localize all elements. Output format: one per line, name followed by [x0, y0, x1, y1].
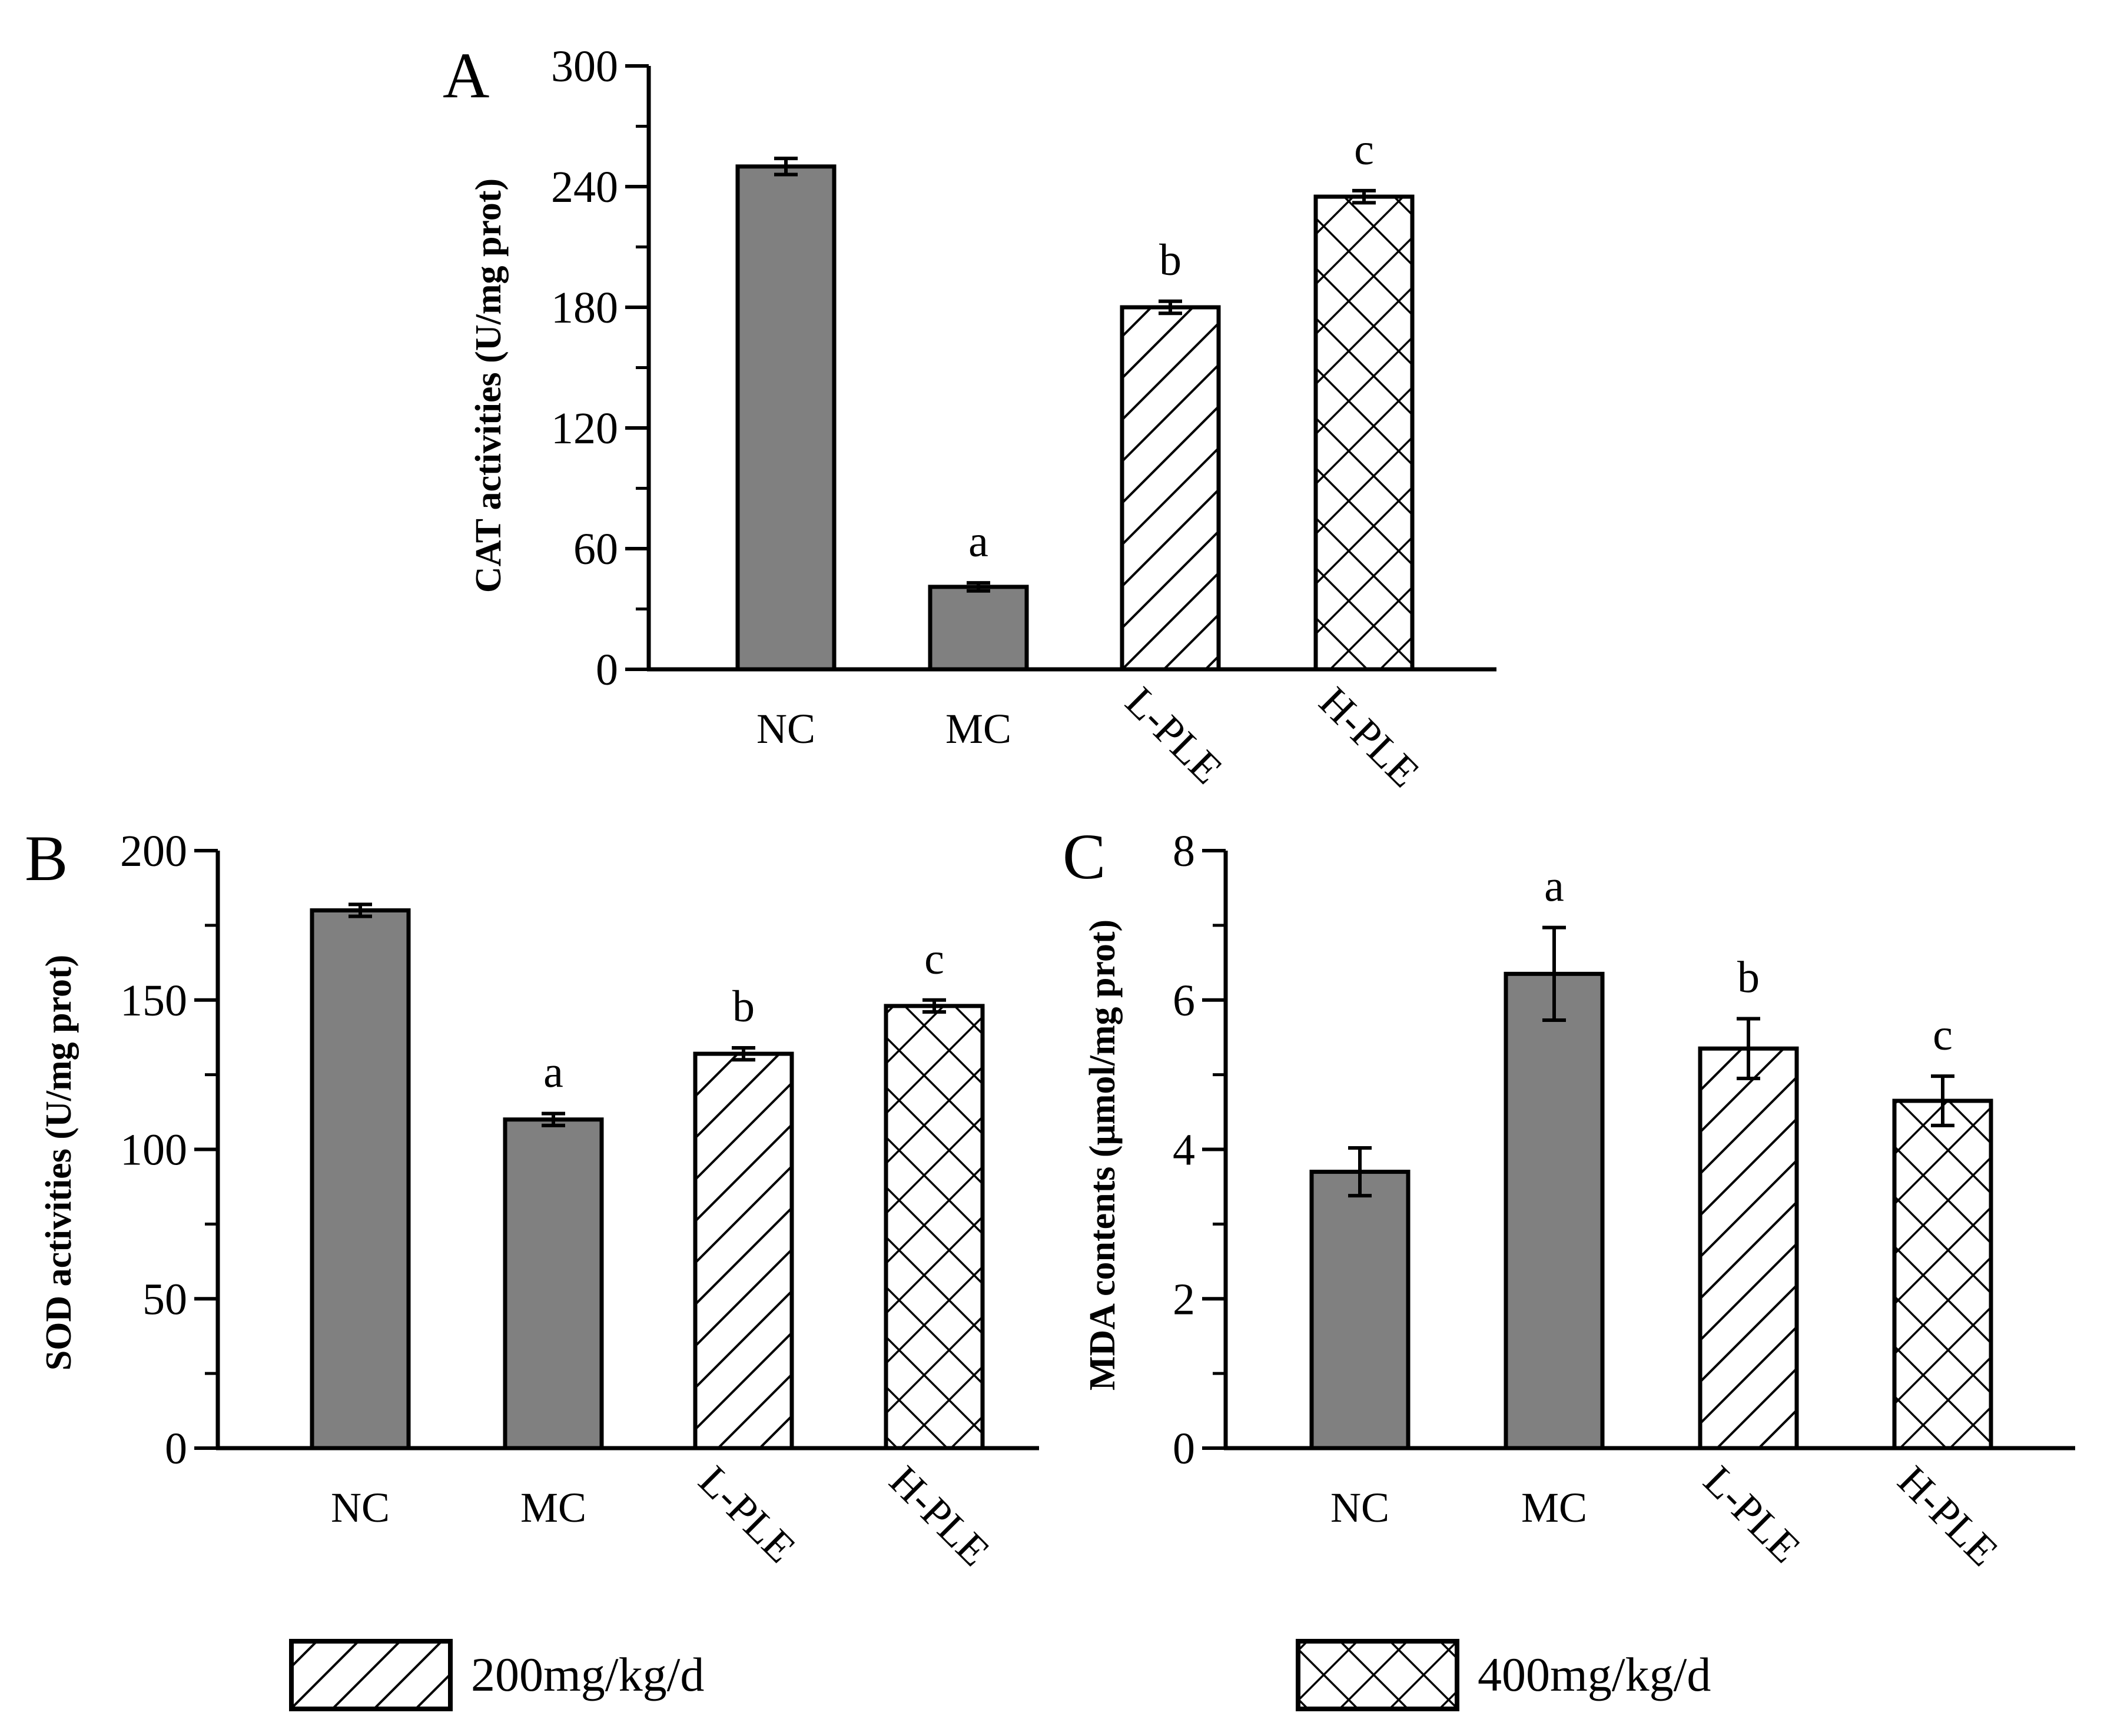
y-tick-label-a: 180: [551, 283, 618, 333]
significance-letter-a: a: [968, 517, 988, 566]
panel-b-plot: 0 50 100 150 200 NC a MC b L-PLE c H-PLE: [120, 826, 1039, 1575]
x-tick-label-c: MC: [1521, 1484, 1587, 1531]
significance-letter-c: b: [1737, 952, 1760, 1002]
y-tick-label-a: 120: [551, 404, 618, 453]
y-tick-label-c: 6: [1173, 976, 1195, 1025]
bar-a-nc: [735, 164, 837, 672]
legend-label-200: 200mg/kg/d: [471, 1648, 704, 1701]
bar-a-mc: [928, 585, 1029, 672]
y-tick-label-a: 60: [573, 525, 618, 574]
legend-swatch-cross: [1296, 1639, 1459, 1711]
x-tick-label-c: NC: [1330, 1484, 1389, 1531]
bar-c-mc: [1504, 971, 1605, 1450]
y-tick-label-b: 200: [120, 826, 187, 876]
bar-b-mc: [503, 1117, 604, 1450]
significance-letter-b: c: [924, 934, 944, 984]
significance-letter-c: c: [1933, 1010, 1953, 1060]
x-tick-label-c: L-PLE: [1695, 1457, 1810, 1572]
legend-swatch-hatch: [289, 1639, 453, 1711]
y-tick-label-b: 0: [165, 1424, 187, 1473]
y-tick-label-b: 50: [142, 1274, 187, 1324]
panel-label-c: C: [1063, 821, 1106, 892]
significance-letter-c: a: [1544, 862, 1564, 911]
legend-label-400: 400mg/kg/d: [1478, 1648, 1711, 1701]
x-tick-label-a: NC: [756, 705, 815, 752]
bar-b-l-ple: [693, 1051, 794, 1450]
panel-label-a: A: [443, 39, 489, 111]
x-tick-label-b: MC: [520, 1484, 586, 1531]
bar-c-h-ple: [1892, 1098, 1993, 1450]
bar-b-h-ple: [884, 1004, 985, 1450]
significance-letter-a: c: [1354, 125, 1374, 174]
significance-letter-b: b: [732, 982, 755, 1031]
y-tick-label-c: 4: [1173, 1126, 1195, 1175]
y-tick-label-a: 300: [551, 42, 618, 91]
x-tick-label-a: H-PLE: [1310, 678, 1429, 796]
bar-c-nc: [1309, 1170, 1411, 1450]
y-axis-title-c: MDA contents (μmol/mg prot): [1083, 920, 1123, 1390]
x-tick-label-b: L-PLE: [690, 1457, 805, 1572]
y-tick-label-c: 8: [1173, 826, 1195, 876]
bar-c-l-ple: [1698, 1046, 1799, 1450]
y-tick-label-a: 240: [551, 162, 618, 212]
panel-c-plot: 0 2 4 6 8 NC a MC b L-PLE c H-PLE: [1173, 826, 2075, 1575]
y-tick-label-a: 0: [596, 645, 618, 695]
y-tick-label-c: 0: [1173, 1424, 1195, 1473]
legend: 200mg/kg/d 400mg/kg/d: [289, 1639, 1711, 1711]
y-axis-title-b: SOD activities (U/mg prot): [39, 955, 79, 1371]
x-tick-label-a: MC: [945, 705, 1011, 752]
panel-label-b: B: [25, 822, 68, 894]
panel-a-plot: 0 60 120 180 240 300 NC a MC b L-PLE c H-PLE: [551, 42, 1496, 796]
x-tick-label-c: H-PLE: [1889, 1457, 2007, 1575]
y-tick-label-c: 2: [1173, 1274, 1195, 1324]
bar-a-l-ple: [1120, 305, 1221, 672]
x-tick-label-b: NC: [331, 1484, 390, 1531]
bar-b-nc: [310, 908, 411, 1450]
significance-letter-b: a: [543, 1048, 563, 1097]
significance-letter-a: b: [1159, 235, 1182, 285]
x-tick-label-b: H-PLE: [881, 1457, 999, 1575]
y-axis-title-a: CAT activities (U/mg prot): [469, 178, 509, 593]
bar-a-h-ple: [1313, 194, 1415, 672]
y-tick-label-b: 100: [120, 1126, 187, 1175]
y-tick-label-b: 150: [120, 976, 187, 1025]
x-tick-label-a: L-PLE: [1117, 678, 1232, 793]
